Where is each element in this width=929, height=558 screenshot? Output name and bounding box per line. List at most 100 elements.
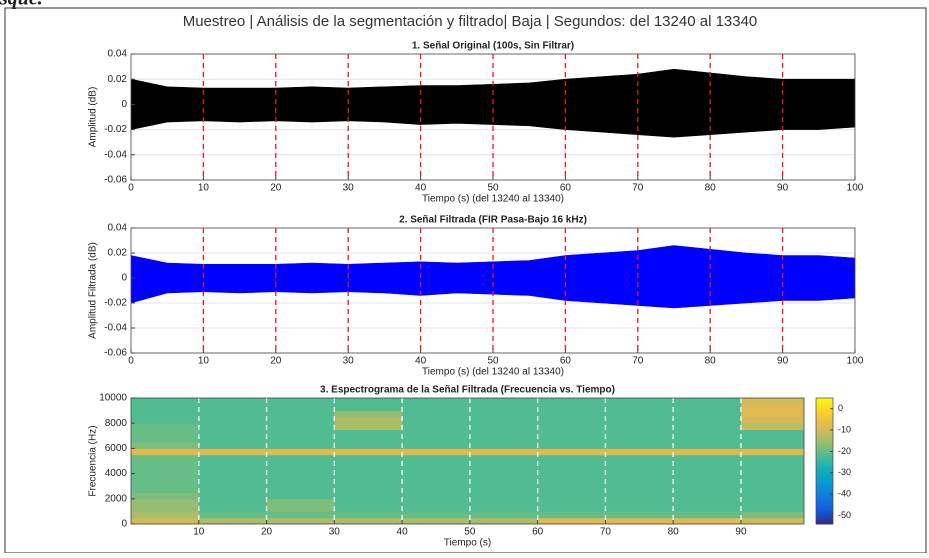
spectrogram-cell [198,517,268,524]
spectrogram-cell [402,486,471,493]
colorbar-tick-label: -40 [838,488,851,498]
spectrogram-cell [740,498,804,506]
x-tick-label: 50 [487,356,499,367]
spectrogram-cell [266,454,335,462]
spectrogram-cell [198,511,268,519]
signal-envelope [131,68,855,105]
spectrogram-cell [469,473,539,481]
spectrogram-cell [266,410,335,418]
spectrogram-cell [537,454,606,462]
spectrogram-cell [402,467,471,475]
y-tick-label: -0.06 [104,175,127,186]
axes-title: 3. Espectrograma de la Señal Filtrada (F… [320,385,615,396]
colorbar-step [816,454,833,458]
colorbar-step [816,515,833,519]
spectrogram-cell [469,517,539,524]
colorbar-tick-label: -30 [838,467,851,477]
colorbar-step [816,463,833,466]
spectrogram-cell [402,454,471,462]
spectrogram-cell [469,416,539,424]
spectrogram-cell [537,473,606,481]
x-tick-label: 90 [777,183,789,194]
colorbar-step [816,437,833,441]
spectrogram-cell [469,467,539,475]
spectrogram-cell [334,442,403,449]
spectrogram-cell [131,492,200,500]
spectrogram-cell [131,435,200,443]
spectrogram-cell [131,479,200,487]
y-tick-label: 0.02 [108,248,128,259]
spectrogram-cell [673,416,742,424]
colorbar-step [816,479,833,483]
spectrogram-cell [266,486,335,493]
spectrogram-cell [605,454,674,462]
colorbar-step [816,398,833,401]
colorbar-step [816,494,833,498]
spectrogram-cell [266,517,335,524]
spectrogram-cell [469,498,539,506]
figure-title: Muestreo | Análisis de la segmentación y… [183,13,758,30]
x-tick-label: 10 [198,356,210,367]
spectrogram-cell [334,435,403,443]
colorbar-step [816,402,833,405]
spectrogram-cell [131,467,200,475]
x-tick-label: 60 [532,527,544,538]
spectrogram-cell [402,511,471,519]
colorbar-step [816,496,833,500]
spectrogram-cell [605,479,674,487]
spectrogram-cell [334,473,403,481]
spectrogram-cell [198,416,268,424]
spectrogram-cell [605,492,674,500]
colorbar-step [816,477,833,481]
x-tick-label: 40 [397,527,409,538]
colorbar-step [816,484,833,487]
spectrogram-cell [673,479,742,487]
spectrogram-cell [334,479,403,487]
spectrogram-cell [740,517,804,524]
spectrogram-cell [402,517,471,524]
spectrogram-cell [740,404,804,412]
colorbar-step [816,444,833,447]
y-tick-label: 6000 [105,443,128,454]
spectrogram-cell [740,461,804,468]
colorbar-step [816,400,833,403]
spectrogram-cell [740,398,804,405]
spectrogram-cell [537,486,606,493]
y-tick-label: -0.06 [104,348,127,359]
x-tick-label: 10 [198,183,210,194]
spectrogram-cell [266,498,335,506]
y-axis-label: Amplitud (dB) [88,87,99,148]
spectrogram-cell [402,435,471,443]
spectrogram-cell [673,410,742,418]
spectrogram-cell [334,498,403,506]
spectrogram-cell [334,486,403,493]
spectrogram-cell [469,454,539,462]
colorbar-step [816,500,833,504]
spectrogram-cell [605,442,674,449]
colorbar-step [816,507,833,510]
spectrogram-cell [740,486,804,493]
spectrogram-cell [537,448,606,456]
spectrogram-cell [266,416,335,424]
spectrogram-cell [198,498,268,506]
y-tick-label: 4000 [105,468,128,479]
axes-title: 2. Señal Filtrada (FIR Pasa-Bajo 16 kHz) [399,215,587,226]
spectrogram-cell [740,454,804,462]
spectrogram-cell [469,486,539,493]
colorbar-step [816,408,833,412]
x-tick-label: 80 [705,356,717,367]
colorbar-step [816,511,833,514]
spectrogram-cell [334,410,403,418]
spectrogram-cell [334,467,403,475]
spectrogram-cell [402,404,471,412]
colorbar-step [816,452,833,456]
spectrogram-cell [334,448,403,456]
spectrogram-cell [402,461,471,468]
spectrogram-cell [673,517,742,524]
spectrogram-cell [469,404,539,412]
x-tick-label: 20 [270,356,282,367]
spectrogram-cell [740,467,804,475]
spectrogram-cell [605,517,674,524]
spectrogram-cell [198,398,268,405]
